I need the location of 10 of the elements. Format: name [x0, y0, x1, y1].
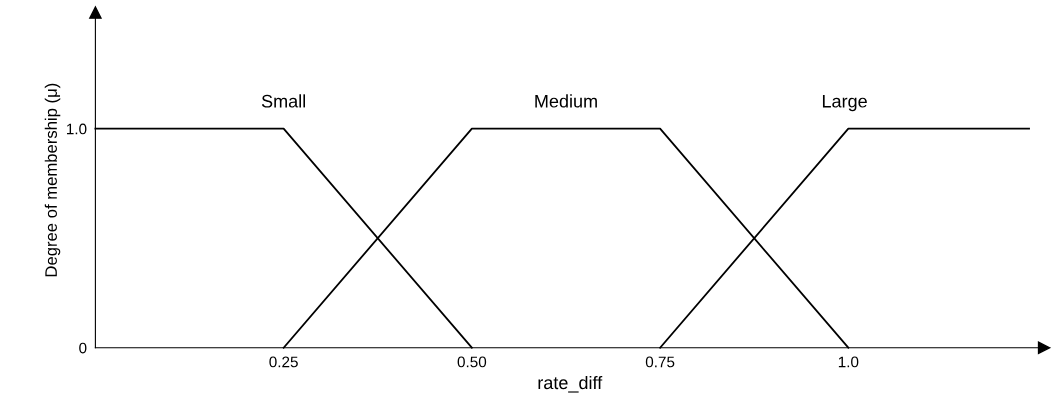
x-tick-label: 0.75: [645, 356, 675, 368]
x-tick-label: 1.0: [838, 356, 859, 368]
series-label: Small: [261, 94, 305, 108]
y-tick-label: 0: [79, 342, 87, 354]
x-tick-label: 0.25: [269, 356, 298, 368]
y-axis-title: Degree of membership (μ): [44, 83, 61, 277]
series-label: Large: [822, 94, 867, 112]
x-axis-title: rate_diff: [538, 375, 603, 393]
x-tick-label: 0.50: [457, 356, 487, 368]
series-label: Medium: [535, 94, 597, 108]
